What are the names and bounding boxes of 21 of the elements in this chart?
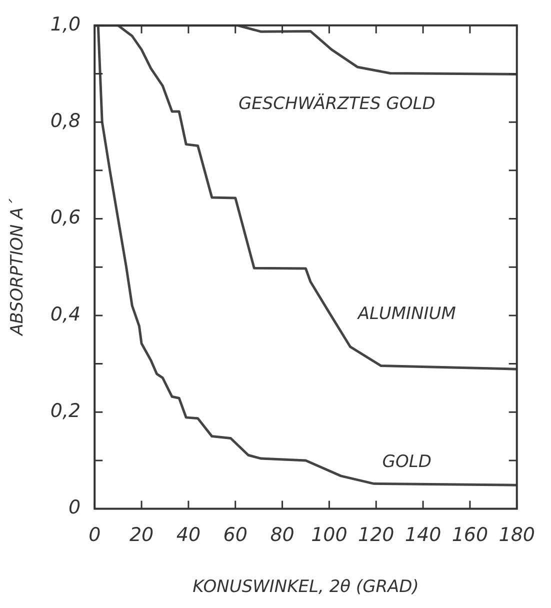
series-label: ALUMINIUM: [356, 304, 456, 324]
x-tick-label: 140: [404, 524, 442, 546]
x-tick-label: 20: [129, 524, 154, 546]
y-tick-label: 0,4: [50, 303, 81, 326]
y-axis-title: ABSORPTION A´: [8, 198, 28, 336]
y-tick-label: 0,6: [50, 206, 81, 229]
y-tick-label: 0,2: [50, 400, 81, 422]
y-tick-label: 0: [68, 496, 81, 519]
x-axis-title: KONUSWINKEL, 2θ (GRAD): [192, 577, 419, 598]
series-label: GESCHWÄRZTES GOLD: [238, 93, 436, 114]
y-tick-label: 1,0: [50, 13, 81, 36]
x-tick-label: 120: [358, 524, 394, 546]
x-tick-label: 0: [88, 524, 101, 546]
x-tick-label: 40: [176, 524, 201, 546]
x-tick-label: 100: [311, 524, 348, 546]
x-tick-label: 80: [270, 524, 294, 546]
series-label: GOLD: [382, 452, 432, 472]
x-tick-label: 180: [498, 524, 535, 546]
x-tick-label: 60: [223, 524, 248, 546]
x-tick-label: 160: [452, 524, 488, 546]
y-tick-label: 0,8: [50, 110, 81, 132]
